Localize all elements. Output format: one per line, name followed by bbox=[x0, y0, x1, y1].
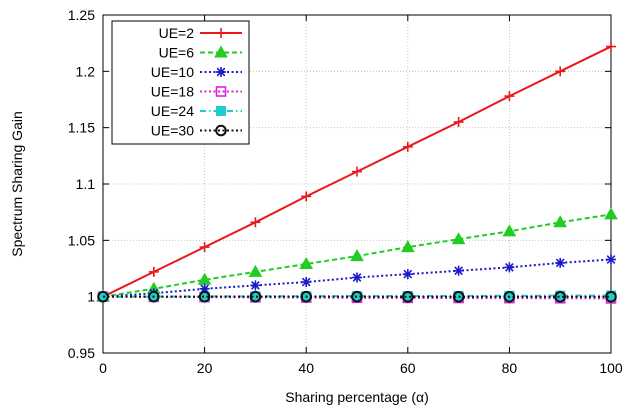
y-tick-label: 1.05 bbox=[68, 232, 95, 248]
series-ue-2 bbox=[98, 41, 616, 302]
data-point bbox=[604, 207, 618, 220]
legend-box bbox=[111, 20, 250, 145]
data-point bbox=[250, 280, 261, 291]
y-tick-label: 0.95 bbox=[68, 345, 95, 361]
legend-marker bbox=[214, 45, 228, 58]
legend-item: UE=18 bbox=[151, 84, 242, 100]
legend-label: UE=10 bbox=[151, 64, 194, 80]
data-point bbox=[555, 257, 566, 268]
data-point bbox=[97, 290, 109, 303]
data-point bbox=[503, 290, 516, 303]
data-point bbox=[452, 290, 465, 303]
legend-marker bbox=[216, 106, 226, 116]
series-line bbox=[102, 258, 612, 298]
legend-item: UE=30 bbox=[151, 123, 242, 139]
x-tick-label: 60 bbox=[400, 360, 416, 376]
y-tick-label: 1.2 bbox=[76, 63, 96, 79]
data-point bbox=[402, 141, 413, 152]
data-point bbox=[248, 264, 263, 277]
series-ue-30 bbox=[97, 290, 617, 303]
data-point bbox=[451, 232, 466, 245]
series-layer bbox=[96, 41, 618, 304]
legend-marker bbox=[215, 124, 227, 137]
series-line bbox=[102, 295, 612, 300]
legend-item: UE=10 bbox=[151, 64, 242, 80]
data-point bbox=[148, 290, 160, 303]
data-point bbox=[504, 262, 515, 273]
legend-label: UE=30 bbox=[151, 123, 194, 139]
legend-marker bbox=[215, 86, 227, 97]
legend-item: UE=2 bbox=[159, 25, 242, 41]
data-point bbox=[606, 41, 616, 52]
legend-item: UE=6 bbox=[159, 45, 242, 61]
data-point bbox=[453, 265, 464, 276]
legend-label: UE=2 bbox=[159, 25, 195, 41]
data-point bbox=[553, 215, 568, 228]
x-tick-label: 0 bbox=[99, 360, 107, 376]
data-point bbox=[352, 166, 362, 177]
series-ue-6 bbox=[96, 207, 618, 302]
data-point bbox=[300, 290, 313, 303]
data-point bbox=[402, 290, 414, 303]
y-tick-label: 1 bbox=[87, 289, 95, 305]
data-point bbox=[555, 66, 566, 77]
data-point bbox=[352, 272, 362, 283]
data-point bbox=[199, 242, 210, 253]
data-point bbox=[453, 117, 464, 128]
x-tick-label: 40 bbox=[298, 360, 314, 376]
data-point bbox=[249, 290, 262, 303]
x-tick-label: 100 bbox=[599, 360, 623, 376]
data-point bbox=[504, 91, 515, 102]
y-tick-label: 1.1 bbox=[76, 176, 96, 192]
legend: UE=2 UE=6 UE=10 UE=18 UE=24 UE=30 bbox=[111, 20, 250, 145]
data-point bbox=[299, 256, 314, 269]
data-point bbox=[502, 224, 517, 237]
y-tick-label: 1.15 bbox=[68, 120, 95, 136]
data-point bbox=[198, 290, 211, 303]
legend-label: UE=6 bbox=[159, 45, 195, 61]
y-axis-label: Spectrum Sharing Gain bbox=[9, 111, 25, 257]
x-axis-label: Sharing percentage (α) bbox=[285, 389, 429, 405]
data-point bbox=[301, 191, 312, 202]
x-tick-label: 80 bbox=[502, 360, 518, 376]
data-point bbox=[148, 266, 159, 277]
data-point bbox=[554, 290, 567, 303]
data-point bbox=[250, 217, 261, 228]
data-point bbox=[605, 290, 617, 303]
legend-marker bbox=[216, 67, 226, 77]
legend-marker bbox=[216, 28, 226, 38]
x-tick-label: 20 bbox=[197, 360, 213, 376]
legend-item: UE=24 bbox=[151, 103, 242, 119]
legend-label: UE=24 bbox=[151, 103, 194, 119]
series-line bbox=[102, 294, 612, 298]
data-point bbox=[606, 254, 616, 265]
data-point bbox=[351, 290, 363, 303]
data-point bbox=[350, 249, 364, 262]
data-point bbox=[402, 269, 413, 280]
legend-label: UE=18 bbox=[151, 84, 194, 100]
axis-ticks: 0 20 40 60 80 100 0.95 1 1.05 1.1 1.15 1.2 1.25 bbox=[68, 7, 623, 376]
data-point bbox=[301, 277, 312, 288]
data-point bbox=[400, 240, 415, 253]
y-tick-label: 1.25 bbox=[68, 7, 95, 23]
